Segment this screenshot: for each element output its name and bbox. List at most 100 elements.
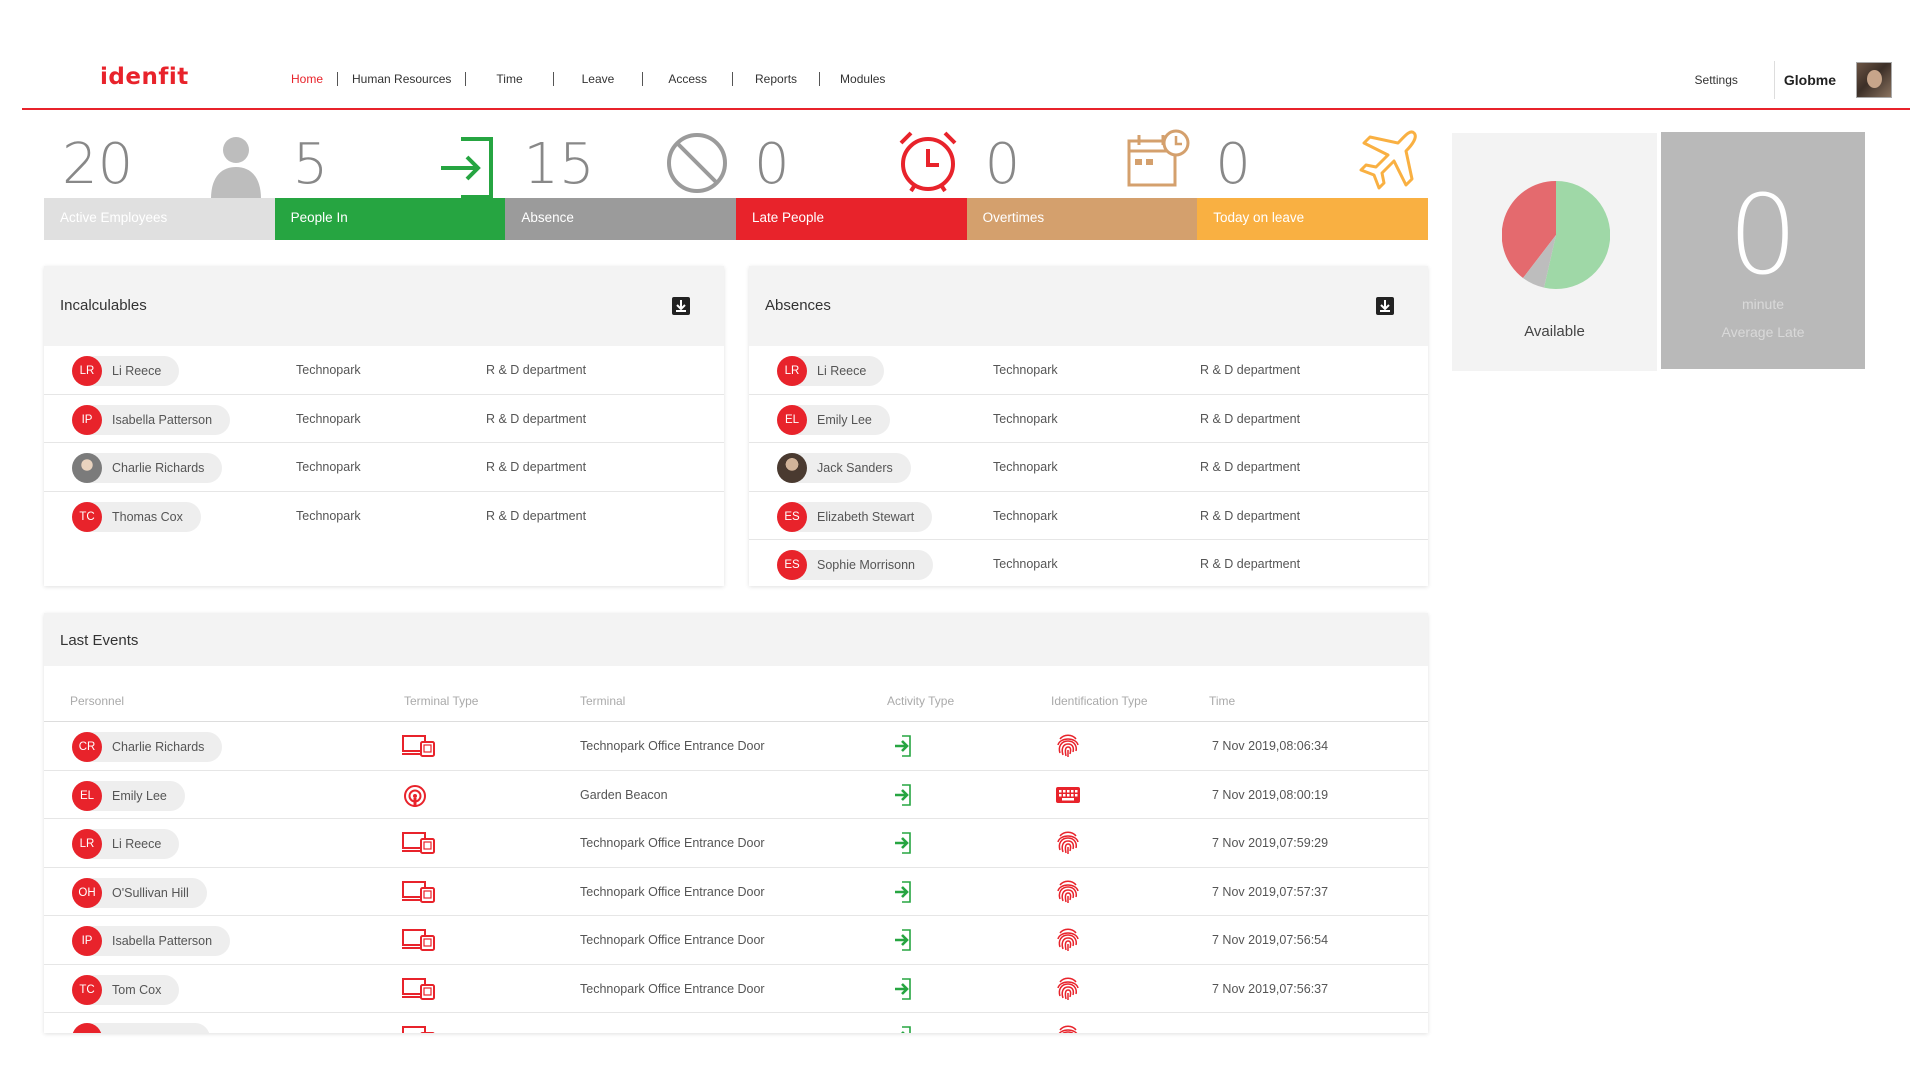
stat-label: Late People — [735, 198, 967, 240]
table-row[interactable]: EL Emily Lee Garden Beacon 7 Nov 2019,08:00… — [44, 771, 1428, 819]
department-name: R & D department — [486, 411, 587, 426]
site-name: Technopark — [993, 363, 1058, 377]
col-terminal-type[interactable]: Terminal Type — [404, 694, 479, 708]
avatar: ES — [777, 501, 807, 532]
col-personnel[interactable]: Personnel — [70, 694, 125, 708]
avatar: TC — [72, 974, 102, 1005]
person-chip[interactable]: LR Li Reece — [72, 829, 180, 859]
list-item[interactable]: EL Emily Lee Technopark R & D department — [749, 395, 1428, 443]
list-item[interactable]: TC Thomas Cox Technopark R & D department — [44, 492, 724, 541]
col-time[interactable]: Time — [1209, 694, 1236, 708]
list-item[interactable]: Jack Sanders Technopark R & D department — [749, 443, 1428, 492]
person-chip[interactable] — [72, 1023, 210, 1033]
availability-card[interactable]: Available — [1452, 133, 1657, 371]
list-item[interactable]: ES Elizabeth Stewart Technopark R & D depar… — [749, 492, 1428, 540]
sign-in-icon — [894, 734, 912, 761]
devices-icon — [402, 832, 436, 857]
user-name[interactable]: Globme — [1783, 72, 1836, 88]
list-item[interactable]: LR Li Reece Technopark R & D department — [44, 346, 724, 395]
list-item[interactable]: LR Li Reece Technopark R & D department — [749, 346, 1428, 395]
stat-overtimes[interactable]: 0 Overtimes — [966, 129, 1198, 240]
person-chip[interactable]: Charlie Richards — [72, 453, 223, 483]
nav-reports[interactable]: Reports — [755, 72, 798, 86]
panel-title: Incalculables — [60, 297, 147, 314]
person-chip[interactable]: LR Li Reece — [72, 356, 180, 386]
beacon-icon — [402, 784, 428, 811]
stat-value: 20 — [62, 132, 134, 197]
person-chip[interactable]: EL Emily Lee — [777, 404, 890, 435]
stat-late-people[interactable]: 0 Late People — [735, 131, 967, 240]
table-row[interactable]: TC Tom Cox Technopark Office Entrance Door… — [44, 965, 1428, 1013]
person-name: Isabella Patterson — [112, 934, 213, 948]
download-icon[interactable] — [671, 296, 691, 316]
availability-label: Available — [1524, 323, 1585, 340]
stat-label: Active Employees — [44, 198, 275, 240]
person-name: Tom Cox — [112, 982, 162, 997]
person-name: Isabella Patterson — [112, 412, 213, 427]
table-row[interactable]: CR Charlie Richards Technopark Office Entr… — [44, 722, 1428, 771]
nav-access[interactable]: Access — [668, 72, 708, 86]
table-row[interactable]: IP Isabella Patterson Technopark Office En… — [44, 916, 1428, 965]
person-chip[interactable]: EL Emily Lee — [72, 780, 185, 811]
col-terminal[interactable]: Terminal — [580, 694, 626, 708]
list-item[interactable]: IP Isabella Patterson Technopark R & D depa… — [44, 395, 724, 443]
department-name: R & D department — [1200, 411, 1301, 426]
sign-in-icon — [894, 1025, 912, 1033]
user-avatar[interactable] — [1856, 62, 1892, 98]
site-name: Technopark — [993, 411, 1058, 426]
incalculables-list: LR Li Reece Technopark R & D department IP Is… — [44, 346, 724, 540]
table-row[interactable]: OH O'Sullivan Hill Technopark Office Entra… — [44, 868, 1428, 916]
nav-modules[interactable]: Modules — [840, 72, 886, 86]
average-late-card[interactable]: 0 minute Average Late — [1661, 132, 1865, 369]
person-name: Jack Sanders — [817, 461, 893, 475]
ban-icon — [666, 133, 727, 193]
terminal-name: Technopark Office Entrance Door — [580, 884, 765, 899]
nav-leave[interactable]: Leave — [581, 72, 615, 86]
download-icon[interactable] — [1375, 296, 1395, 316]
list-item[interactable]: Charlie Richards Technopark R & D departme… — [44, 443, 724, 492]
list-item[interactable]: ES Sophie Morrisonn Technopark R & D depart… — [749, 540, 1428, 589]
nav-home[interactable]: Home — [291, 72, 324, 86]
table-row[interactable] — [44, 1013, 1428, 1033]
sign-in-icon — [894, 831, 912, 858]
avatar: CR — [72, 732, 102, 762]
person-chip[interactable]: Jack Sanders — [777, 453, 911, 483]
stat-active-employees[interactable]: 20 Active Employees — [44, 133, 275, 240]
person-chip[interactable]: IP Isabella Patterson — [72, 926, 231, 956]
nav-human-resources[interactable]: Human Resources — [352, 72, 452, 86]
fingerprint-icon — [1055, 927, 1081, 956]
nav-divider — [642, 72, 644, 86]
person-chip[interactable]: TC Thomas Cox — [72, 501, 201, 532]
person-chip[interactable]: ES Sophie Morrisonn — [777, 550, 933, 580]
department-name: R & D department — [486, 363, 587, 377]
person-name: Thomas Cox — [112, 509, 183, 524]
person-chip[interactable]: LR Li Reece — [777, 356, 885, 386]
settings-link[interactable]: Settings — [1694, 73, 1738, 87]
table-row[interactable]: LR Li Reece Technopark Office Entrance Doo… — [44, 819, 1428, 868]
absences-list: LR Li Reece Technopark R & D department EL Em… — [749, 346, 1428, 589]
nav-time[interactable]: Time — [496, 72, 523, 86]
person-chip[interactable]: CR Charlie Richards — [72, 732, 223, 762]
department-name: R & D department — [486, 508, 587, 523]
sign-in-icon — [894, 928, 912, 955]
person-chip[interactable]: ES Elizabeth Stewart — [777, 501, 933, 532]
person-chip[interactable]: IP Isabella Patterson — [72, 404, 231, 435]
devices-icon — [402, 1026, 436, 1033]
stat-today-on-leave[interactable]: 0 Today on leave — [1197, 130, 1428, 240]
person-chip[interactable]: TC Tom Cox — [72, 974, 180, 1005]
main-nav: Home Human Resources Time Leave Access R… — [277, 72, 899, 86]
fingerprint-icon — [1055, 1024, 1081, 1033]
site-name: Technopark — [993, 460, 1058, 474]
avatar: TC — [72, 501, 102, 532]
stat-label: Overtimes — [966, 198, 1198, 240]
nav-divider — [337, 72, 339, 86]
stat-absence[interactable]: 15 Absence — [505, 133, 736, 240]
site-name: Technopark — [296, 460, 361, 474]
col-activity-type[interactable]: Activity Type — [887, 694, 955, 708]
stat-people-in[interactable]: 5 People In — [274, 133, 506, 240]
brand-logo[interactable]: idenfit — [100, 64, 189, 90]
person-name: Charlie Richards — [112, 740, 205, 754]
person-chip[interactable]: OH O'Sullivan Hill — [72, 877, 207, 908]
col-identification-type[interactable]: Identification Type — [1051, 694, 1148, 708]
panel-header: Last Events — [44, 613, 1428, 666]
